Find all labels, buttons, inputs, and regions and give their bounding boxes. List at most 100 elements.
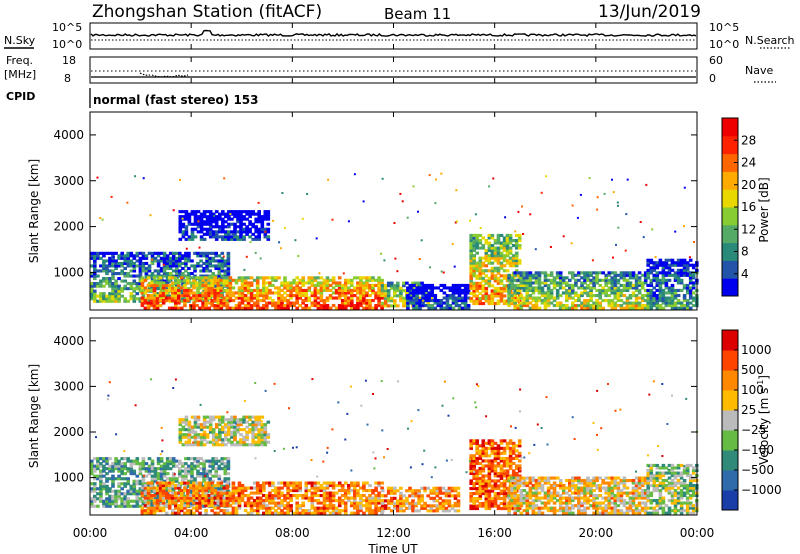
data-cell-7 bbox=[214, 235, 219, 239]
data-cell-1 bbox=[246, 281, 251, 285]
data-cell-6 bbox=[670, 273, 675, 277]
data-cell-4 bbox=[493, 249, 498, 253]
data-cell-2 bbox=[450, 504, 455, 508]
data-cell-7 bbox=[233, 212, 237, 216]
data-cell-4 bbox=[505, 246, 510, 250]
data-cell-1 bbox=[146, 491, 151, 495]
data-cell-3 bbox=[478, 489, 483, 493]
data-cell-5 bbox=[607, 304, 612, 308]
data-cell-4 bbox=[502, 276, 507, 280]
data-cell-2 bbox=[414, 281, 418, 285]
data-cell-1 bbox=[252, 288, 257, 292]
data-cell-0 bbox=[108, 282, 112, 286]
data-cell-1 bbox=[365, 499, 369, 503]
data-cell-1 bbox=[289, 509, 293, 513]
data-cell-3 bbox=[511, 469, 516, 473]
data-cell-6 bbox=[676, 281, 681, 285]
data-speckle bbox=[383, 259, 386, 262]
data-cell-1 bbox=[322, 301, 327, 305]
data-cell-1 bbox=[210, 499, 214, 503]
data-cell-3 bbox=[415, 296, 419, 300]
data-cell-3 bbox=[514, 449, 519, 453]
data-cell-0 bbox=[108, 294, 112, 298]
data-cell-1 bbox=[174, 501, 178, 505]
data-cell-2 bbox=[432, 504, 436, 508]
data-cell-1 bbox=[177, 278, 181, 282]
data-speckle bbox=[327, 178, 330, 181]
data-cell-1 bbox=[304, 291, 309, 295]
data-cell-0 bbox=[187, 254, 191, 258]
data-cell-0 bbox=[211, 264, 215, 268]
data-cell-5 bbox=[525, 301, 530, 305]
data-cell-1 bbox=[353, 506, 357, 510]
data-cell-0 bbox=[159, 297, 164, 301]
data-cell-0 bbox=[162, 264, 167, 268]
data-cell-0 bbox=[120, 482, 124, 486]
data-cell-4 bbox=[469, 246, 473, 250]
data-cell-5 bbox=[571, 306, 575, 310]
data-cell-1 bbox=[164, 504, 169, 508]
data-cell-2 bbox=[386, 499, 391, 503]
data-cell-0 bbox=[123, 482, 127, 486]
data-cell-0 bbox=[165, 279, 170, 283]
data-cell-0 bbox=[153, 469, 158, 473]
data-cell-5 bbox=[592, 304, 596, 308]
data-cell-5 bbox=[558, 304, 563, 308]
data-cell-2 bbox=[396, 281, 400, 285]
data-cell-1 bbox=[170, 283, 175, 287]
data-cell-0 bbox=[178, 474, 182, 478]
data-cell-1 bbox=[186, 288, 190, 292]
data-cell-2 bbox=[453, 489, 458, 493]
data-cell-0 bbox=[141, 467, 146, 471]
data-cell-2 bbox=[444, 499, 449, 503]
data-cell-1 bbox=[246, 501, 251, 505]
data-cell-3 bbox=[502, 504, 507, 508]
data-cell-1 bbox=[310, 291, 315, 295]
data-cell-5 bbox=[510, 276, 514, 280]
data-cell-0 bbox=[99, 479, 103, 483]
data-cell-1 bbox=[140, 304, 145, 308]
data-cell-1 bbox=[368, 499, 372, 503]
data-cell-7 bbox=[263, 212, 268, 216]
data-cell-0 bbox=[114, 297, 118, 301]
data-cell-2 bbox=[417, 296, 421, 300]
data-cell-1 bbox=[198, 486, 202, 490]
data-speckle bbox=[96, 176, 99, 179]
data-cell-1 bbox=[325, 491, 330, 495]
data-cell-1 bbox=[277, 501, 281, 505]
data-cell-5 bbox=[580, 301, 584, 305]
data-cell-0 bbox=[168, 264, 173, 268]
data-cell-1 bbox=[353, 288, 357, 292]
data-speckle bbox=[517, 210, 520, 213]
data-cell-1 bbox=[365, 299, 369, 303]
data-cell-0 bbox=[105, 264, 109, 268]
data-cell-0 bbox=[114, 264, 118, 268]
data-cell-2 bbox=[447, 491, 452, 495]
data-cell-5 bbox=[519, 286, 524, 290]
data-cell-0 bbox=[93, 494, 97, 498]
data-cell-1 bbox=[343, 501, 348, 505]
data-cell-3 bbox=[454, 288, 459, 292]
data-cell-0 bbox=[196, 464, 200, 468]
colorbar-tick-label: 8 bbox=[741, 245, 749, 259]
data-cell-3 bbox=[514, 466, 519, 470]
data-cell-0 bbox=[168, 274, 173, 278]
data-cell-3 bbox=[421, 283, 425, 287]
data-cell-1 bbox=[277, 288, 281, 292]
data-speckle bbox=[645, 183, 648, 186]
data-cell-1 bbox=[198, 286, 202, 290]
data-cell-0 bbox=[226, 259, 231, 263]
data-cell-1 bbox=[289, 499, 293, 503]
data-cell-2 bbox=[390, 496, 394, 500]
data-cell-2 bbox=[414, 284, 418, 288]
data-cell-1 bbox=[174, 294, 178, 298]
data-cell-1 bbox=[240, 281, 245, 285]
data-cell-1 bbox=[350, 301, 354, 305]
data-cell-5 bbox=[522, 301, 527, 305]
data-cell-3 bbox=[481, 504, 486, 508]
data-cell-6 bbox=[688, 291, 693, 295]
data-cell-5 bbox=[552, 296, 557, 300]
data-cell-6 bbox=[646, 296, 650, 300]
data-cell-1 bbox=[219, 288, 224, 292]
data-cell-5 bbox=[595, 288, 599, 292]
